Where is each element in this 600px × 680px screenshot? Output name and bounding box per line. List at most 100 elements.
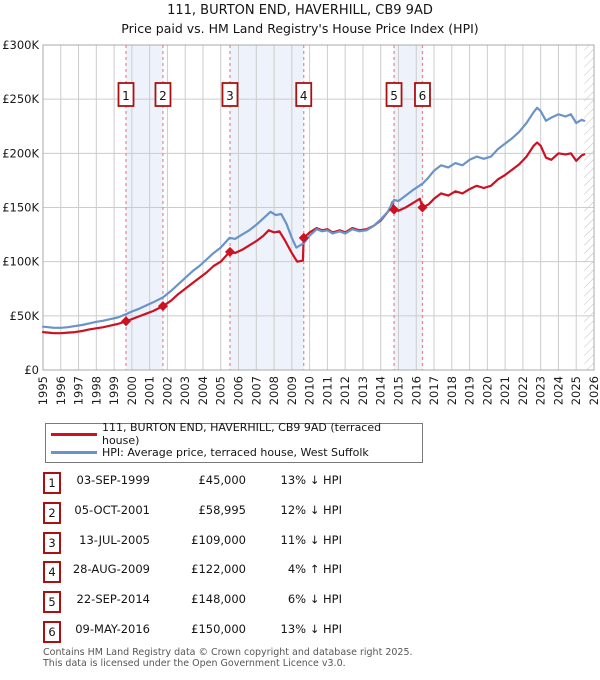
sale-number-badge: 6 — [43, 620, 61, 643]
y-axis-tick-label: £50K — [10, 309, 40, 323]
x-axis-tick-label: 2007 — [249, 376, 263, 405]
x-axis-tick-label: 1997 — [72, 376, 86, 405]
hpi-line — [41, 106, 586, 329]
license-footer: Contains HM Land Registry data © Crown c… — [43, 647, 413, 669]
blue-line-swatch — [46, 450, 102, 454]
legend-item-hpi: HPI: Average price, terraced house, West… — [46, 445, 422, 460]
x-axis-tick-label: 2012 — [338, 376, 352, 405]
y-axis-tick-label: £0 — [24, 363, 39, 377]
table-row: 1 03-SEP-1999 £45,000 13% ↓ HPI — [0, 468, 600, 498]
x-axis-tick-label: 2001 — [143, 376, 157, 405]
x-axis-tick-label: 2000 — [125, 376, 139, 405]
sale-number-label: 5 — [390, 89, 398, 103]
sale-hpi-delta: 13% ↓ HPI — [280, 473, 342, 487]
sale-number-label: 6 — [419, 89, 427, 103]
sale-number-label: 4 — [300, 89, 308, 103]
sale-point-marker — [121, 316, 132, 327]
sale-price: £45,000 — [198, 473, 246, 487]
x-axis-tick-label: 2014 — [374, 376, 388, 405]
x-axis-tick-label: 2021 — [498, 376, 512, 405]
sale-number-label: 2 — [159, 89, 167, 103]
x-axis-tick-label: 2022 — [516, 376, 530, 405]
x-axis-tick-label: 2017 — [427, 376, 441, 405]
y-axis-tick-label: £150K — [2, 201, 39, 215]
sale-date: 22-SEP-2014 — [76, 592, 150, 607]
x-axis-tick-label: 2006 — [232, 376, 246, 405]
page-subtitle: Price paid vs. HM Land Registry's House … — [121, 21, 479, 36]
x-axis-tick-label: 2010 — [303, 376, 317, 405]
legend-label: 111, BURTON END, HAVERHILL, CB9 9AD (ter… — [101, 421, 382, 447]
sale-number-box — [295, 82, 313, 107]
sale-price: £122,000 — [191, 562, 246, 577]
x-axis-tick-label: 2002 — [160, 376, 174, 405]
table-row: 6 09-MAY-2016 £150,000 13% ↓ HPI — [0, 617, 600, 647]
page-title: 111, BURTON END, HAVERHILL, CB9 9AD — [167, 3, 433, 18]
x-axis-tick-label: 1999 — [107, 376, 121, 405]
sale-point-marker — [389, 204, 400, 215]
chart-legend: 111, BURTON END, HAVERHILL, CB9 9AD (ter… — [45, 421, 423, 463]
x-axis-tick-label: 2004 — [196, 376, 210, 405]
sale-point-marker — [298, 232, 309, 243]
x-axis-tick-label: 2003 — [178, 376, 192, 405]
sale-number-badge: 1 — [43, 472, 61, 494]
x-axis-tick-label: 2019 — [463, 376, 477, 405]
sale-price: £58,995 — [198, 502, 246, 517]
x-axis-tick-label: 2009 — [285, 376, 299, 405]
sale-price: £148,000 — [191, 592, 246, 607]
sale-hpi-delta: 4% ↑ HPI — [287, 562, 342, 577]
y-axis-tick-label: £200K — [2, 146, 39, 160]
sale-number-badge: 3 — [43, 531, 61, 554]
red-line-swatch — [46, 432, 102, 436]
property-price-line — [41, 141, 586, 335]
table-row: 4 28-AUG-2009 £122,000 4% ↑ HPI — [0, 557, 600, 587]
sale-point-marker — [157, 301, 168, 312]
x-axis-tick-label: 1995 — [36, 376, 50, 405]
sale-date: 13-JUL-2005 — [79, 532, 150, 547]
sale-price: £109,000 — [191, 532, 246, 547]
x-axis-tick-label: 2026 — [587, 376, 600, 405]
sale-number-label: 3 — [226, 89, 234, 103]
y-axis-tick-label: £100K — [2, 255, 39, 269]
sale-price: £150,000 — [191, 621, 246, 636]
x-axis-tick-label: 2023 — [534, 376, 548, 405]
sale-point-marker — [417, 202, 428, 213]
sale-number-badge: 4 — [43, 561, 61, 584]
x-axis-tick-label: 2016 — [409, 376, 423, 405]
sale-hpi-delta: 13% ↓ HPI — [280, 621, 342, 636]
x-axis-tick-label: 1996 — [54, 376, 68, 405]
legend-item-property: 111, BURTON END, HAVERHILL, CB9 9AD (ter… — [46, 421, 422, 447]
x-axis-tick-label: 2018 — [445, 376, 459, 405]
legend-label: HPI: Average price, terraced house, West… — [102, 445, 369, 459]
sale-number-box — [221, 82, 239, 107]
price-hpi-line-chart: 1 2 3 4 5 6 £0 £50K £100K £150K £200K £250K £300K 199… — [2, 40, 600, 405]
footer-line: This data is licensed under the Open Gov… — [43, 658, 346, 669]
y-axis-tick-label: £250K — [2, 92, 39, 106]
sale-number-box — [117, 82, 135, 107]
footer-line: Contains HM Land Registry data © Crown c… — [43, 647, 413, 658]
sale-hpi-delta: 12% ↓ HPI — [280, 502, 342, 517]
x-axis-tick-label: 2024 — [551, 376, 565, 405]
x-axis-tick-label: 2020 — [480, 376, 494, 405]
sale-date: 03-SEP-1999 — [76, 473, 150, 487]
sale-hpi-delta: 6% ↓ HPI — [287, 592, 342, 607]
table-row: 2 05-OCT-2001 £58,995 12% ↓ HPI — [0, 498, 600, 528]
sale-date: 05-OCT-2001 — [74, 502, 150, 517]
sales-table: 1 03-SEP-1999 £45,000 13% ↓ HPI 2 05-OCT… — [0, 468, 600, 647]
x-axis-tick-label: 2008 — [267, 376, 281, 405]
x-axis-tick-label: 2005 — [214, 376, 228, 405]
sale-point-marker — [224, 246, 235, 257]
sale-number-badge: 5 — [43, 591, 61, 614]
sale-number-badge: 2 — [43, 501, 61, 524]
table-row: 5 22-SEP-2014 £148,000 6% ↓ HPI — [0, 587, 600, 617]
y-axis-tick-label: £300K — [2, 40, 39, 52]
x-axis-tick-label: 2011 — [320, 376, 334, 405]
sale-number-box — [385, 82, 403, 107]
x-axis-tick-label: 2013 — [356, 376, 370, 405]
sale-date: 28-AUG-2009 — [72, 562, 150, 577]
sale-number-label: 1 — [122, 89, 130, 103]
table-row: 3 13-JUL-2005 £109,000 11% ↓ HPI — [0, 528, 600, 558]
x-axis-tick-label: 2025 — [569, 376, 583, 405]
sale-date: 09-MAY-2016 — [75, 621, 150, 636]
sale-number-box — [154, 82, 172, 107]
sale-number-box — [414, 82, 431, 107]
